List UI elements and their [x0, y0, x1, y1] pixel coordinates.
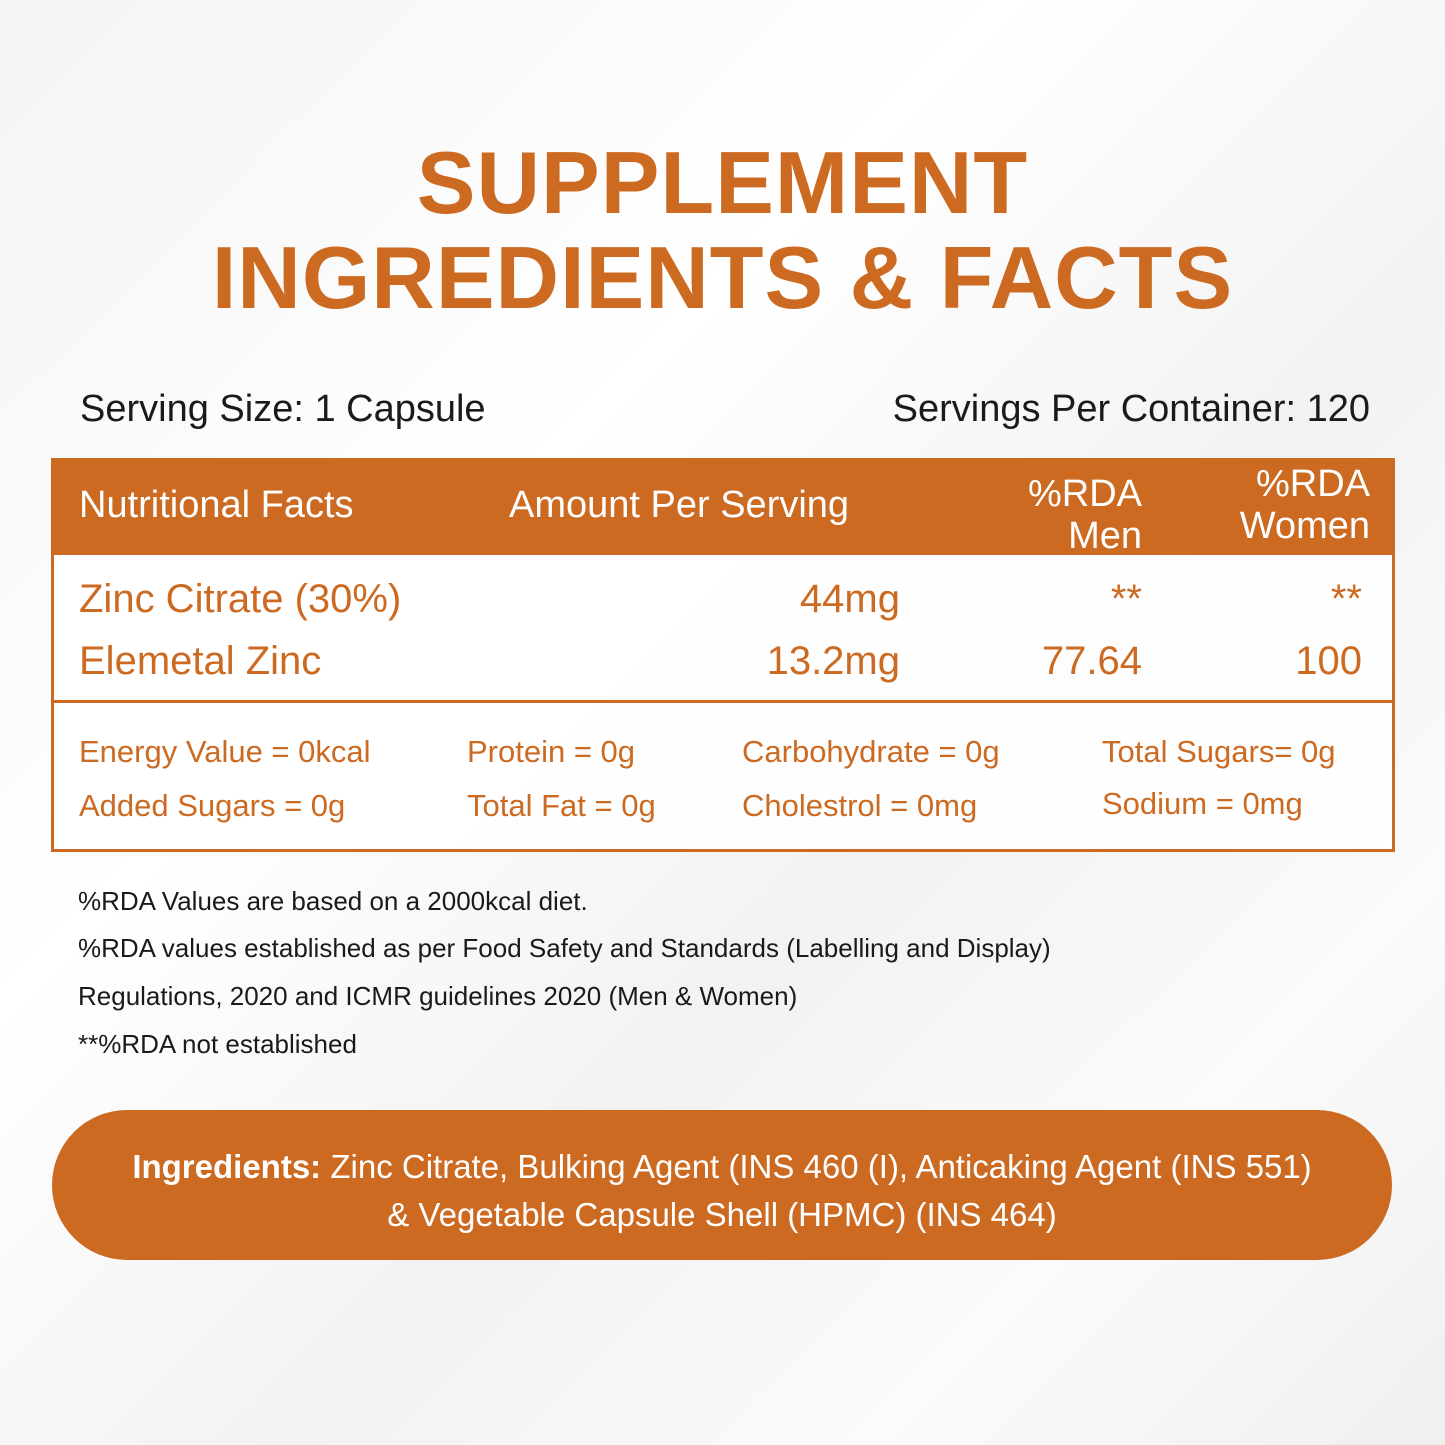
footnote-4: **%RDA not established [78, 1029, 357, 1059]
ingredients-line-1: Ingredients: Zinc Citrate, Bulking Agent… [52, 1143, 1392, 1191]
nutrient-total-fat: Total Fat = 0g [467, 788, 656, 823]
header-rda-men-line-2: Men [1068, 515, 1142, 557]
header-rda-men-line-1: %RDA [1027, 473, 1142, 515]
ingredients-text-2: & Vegetable Capsule Shell (HPMC) (INS 46… [387, 1196, 1057, 1233]
header-rda-women-line-2: Women [1239, 505, 1370, 547]
header-rda-women: %RDA Women [1240, 463, 1370, 547]
footnote-1: %RDA Values are based on a 2000kcal diet… [78, 886, 588, 916]
nutrition-facts-table: Nutritional Facts Amount Per Serving %RD… [51, 458, 1395, 852]
row-2-amount: 13.2mg [766, 639, 900, 683]
nutrient-protein: Protein = 0g [467, 734, 636, 769]
page-title-line-1: SUPPLEMENT [416, 133, 1029, 232]
footnote-2: %RDA values established as per Food Safe… [78, 933, 1051, 963]
row-1-amount: 44mg [799, 577, 900, 621]
nutrient-cholestrol: Cholestrol = 0mg [742, 788, 978, 823]
row-2-name: Elemetal Zinc [79, 639, 322, 683]
row-1-rda-women: ** [1330, 577, 1362, 621]
servings-per-container: Servings Per Container: 120 [892, 388, 1370, 430]
serving-size: Serving Size: 1 Capsule [80, 388, 486, 430]
ingredients-label: Ingredients: [132, 1148, 322, 1185]
page-title-line-2: INGREDIENTS & FACTS [211, 228, 1234, 327]
table-divider [54, 700, 1392, 703]
header-rda-women-line-1: %RDA [1255, 463, 1370, 505]
row-2-rda-men: 77.64 [1041, 639, 1142, 683]
row-2-rda-women: 100 [1295, 639, 1362, 683]
footnote-3: Regulations, 2020 and ICMR guidelines 20… [78, 981, 798, 1011]
nutrient-sodium: Sodium = 0mg [1102, 786, 1303, 821]
nutrient-added-sugars: Added Sugars = 0g [79, 788, 346, 823]
table-header: Nutritional Facts Amount Per Serving %RD… [54, 461, 1392, 557]
header-rda-men: %RDA Men [1028, 473, 1142, 557]
nutrient-carbohydrate: Carbohydrate = 0g [742, 734, 1000, 769]
row-1-rda-men: ** [1110, 577, 1142, 621]
ingredients-text-1: Zinc Citrate, Bulking Agent (INS 460 (I)… [321, 1148, 1312, 1185]
ingredients-banner: Ingredients: Zinc Citrate, Bulking Agent… [52, 1110, 1392, 1260]
header-nutritional-facts: Nutritional Facts [79, 484, 354, 526]
header-amount-per-serving: Amount Per Serving [509, 484, 850, 526]
nutrient-energy: Energy Value = 0kcal [79, 734, 371, 769]
nutrient-total-sugars: Total Sugars= 0g [1102, 734, 1336, 769]
row-1-name: Zinc Citrate (30%) [79, 577, 402, 621]
